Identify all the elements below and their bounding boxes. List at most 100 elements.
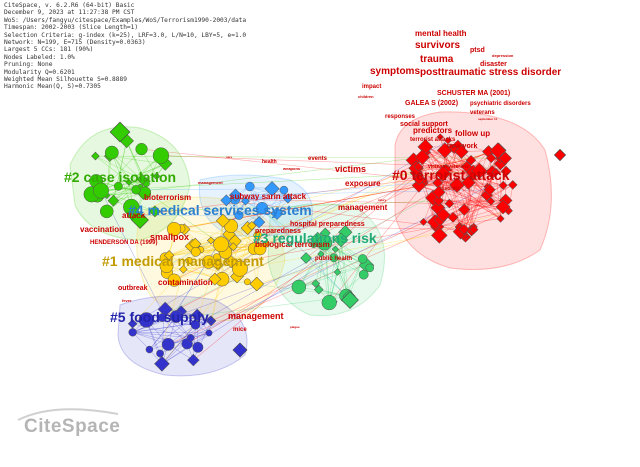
- cluster-label-3[interactable]: #3 regulations risk: [253, 230, 377, 246]
- keyword-label[interactable]: hospital preparedness: [290, 221, 365, 228]
- node-diamond[interactable]: [208, 272, 222, 286]
- node-diamond[interactable]: [136, 174, 148, 185]
- keyword-label[interactable]: health: [262, 159, 277, 165]
- keyword-label[interactable]: management: [338, 203, 388, 212]
- node-circle[interactable]: [138, 312, 155, 328]
- node-circle[interactable]: [192, 341, 204, 353]
- node-circle[interactable]: [255, 202, 269, 215]
- keyword-label[interactable]: new york: [447, 143, 477, 150]
- node-diamond[interactable]: [436, 133, 444, 141]
- node-circle[interactable]: [157, 313, 167, 322]
- keyword-label[interactable]: weapons: [282, 166, 301, 171]
- keyword-label[interactable]: biological terrorism: [255, 240, 330, 249]
- node-diamond[interactable]: [458, 223, 470, 235]
- node-circle[interactable]: [253, 242, 267, 256]
- node-diamond[interactable]: [187, 353, 200, 367]
- node-diamond[interactable]: [212, 259, 224, 271]
- keyword-label[interactable]: predictors: [413, 126, 453, 135]
- node-diamond[interactable]: [461, 175, 476, 190]
- node-diamond[interactable]: [241, 196, 250, 206]
- keyword-label[interactable]: psychiatric disorders: [470, 101, 531, 107]
- keyword-label[interactable]: preparedness: [255, 228, 301, 235]
- node-diamond[interactable]: [341, 291, 359, 309]
- node-diamond[interactable]: [413, 173, 426, 186]
- keyword-label[interactable]: management: [228, 311, 284, 321]
- node-diamond[interactable]: [125, 178, 133, 186]
- node-diamond[interactable]: [270, 207, 284, 220]
- keyword-label[interactable]: SCHUSTER MA (2001): [437, 90, 510, 97]
- node-circle[interactable]: [152, 147, 170, 164]
- node-diamond[interactable]: [331, 245, 340, 253]
- node-diamond[interactable]: [264, 181, 280, 197]
- node-circle[interactable]: [169, 310, 183, 323]
- node-diamond[interactable]: [220, 194, 233, 207]
- node-circle[interactable]: [358, 254, 368, 264]
- node-diamond[interactable]: [300, 252, 312, 264]
- node-circle[interactable]: [92, 182, 109, 199]
- keyword-label[interactable]: exposure: [345, 179, 381, 188]
- keyword-label[interactable]: posttraumatic stress disorder: [420, 67, 561, 78]
- node-diamond[interactable]: [228, 242, 238, 252]
- node-diamond[interactable]: [333, 232, 349, 248]
- keyword-label[interactable]: ptsd: [470, 47, 485, 54]
- node-diamond[interactable]: [157, 301, 173, 317]
- node-diamond[interactable]: [333, 268, 342, 276]
- node-circle[interactable]: [135, 143, 148, 156]
- node-diamond[interactable]: [189, 237, 202, 251]
- node-diamond[interactable]: [436, 207, 451, 223]
- keyword-label[interactable]: vietnam veterans: [428, 164, 469, 170]
- keyword-label[interactable]: smallpox: [150, 232, 189, 242]
- node-circle[interactable]: [131, 185, 141, 195]
- node-circle[interactable]: [190, 246, 201, 257]
- node-diamond[interactable]: [486, 153, 497, 164]
- keyword-label[interactable]: september 11: [478, 117, 498, 121]
- keyword-label[interactable]: attack: [122, 211, 146, 220]
- keyword-label[interactable]: terrorist attacks: [410, 137, 456, 143]
- keyword-label[interactable]: mental health: [415, 29, 467, 38]
- node-diamond[interactable]: [432, 185, 446, 199]
- node-diamond[interactable]: [483, 183, 496, 196]
- node-diamond[interactable]: [131, 211, 149, 229]
- node-circle[interactable]: [243, 278, 251, 286]
- keyword-label[interactable]: symptoms: [370, 66, 420, 77]
- node-circle[interactable]: [329, 253, 339, 263]
- node-diamond[interactable]: [109, 121, 131, 143]
- cluster-label-5[interactable]: #5 food supply: [110, 309, 209, 325]
- node-diamond[interactable]: [247, 221, 257, 231]
- node-diamond[interactable]: [454, 144, 469, 159]
- node-circle[interactable]: [321, 294, 337, 311]
- node-diamond[interactable]: [471, 162, 488, 179]
- node-diamond[interactable]: [149, 205, 161, 218]
- node-circle[interactable]: [185, 257, 193, 265]
- node-circle[interactable]: [358, 269, 369, 280]
- keyword-label[interactable]: fever: [122, 298, 132, 303]
- node-circle[interactable]: [365, 263, 375, 273]
- node-circle[interactable]: [245, 181, 255, 192]
- node-diamond[interactable]: [553, 148, 567, 162]
- keyword-label[interactable]: veterans: [470, 110, 495, 116]
- node-circle[interactable]: [113, 181, 123, 191]
- node-diamond[interactable]: [498, 151, 512, 165]
- node-diamond[interactable]: [500, 165, 512, 177]
- node-diamond[interactable]: [253, 216, 266, 229]
- node-diamond[interactable]: [232, 342, 248, 358]
- keyword-label[interactable]: mice: [233, 327, 247, 333]
- node-diamond[interactable]: [413, 162, 424, 172]
- cluster-label-0[interactable]: #0 terrorist attack: [392, 167, 510, 183]
- node-diamond[interactable]: [486, 197, 496, 206]
- node-diamond[interactable]: [458, 203, 471, 216]
- node-circle[interactable]: [279, 185, 289, 195]
- node-circle[interactable]: [167, 273, 181, 287]
- node-diamond[interactable]: [91, 151, 100, 161]
- keyword-label[interactable]: vaccination: [80, 225, 124, 234]
- cluster-label-2[interactable]: #2 case isolation: [64, 169, 176, 185]
- keyword-label[interactable]: social support: [400, 121, 449, 128]
- keyword-label[interactable]: plague: [290, 325, 300, 329]
- node-diamond[interactable]: [465, 155, 477, 166]
- node-diamond[interactable]: [311, 279, 321, 288]
- node-diamond[interactable]: [449, 177, 465, 193]
- keyword-label[interactable]: depression: [492, 53, 514, 58]
- keyword-label[interactable]: survivors: [415, 40, 460, 51]
- keyword-label[interactable]: bioterrorism: [144, 193, 191, 202]
- node-circle[interactable]: [104, 145, 119, 160]
